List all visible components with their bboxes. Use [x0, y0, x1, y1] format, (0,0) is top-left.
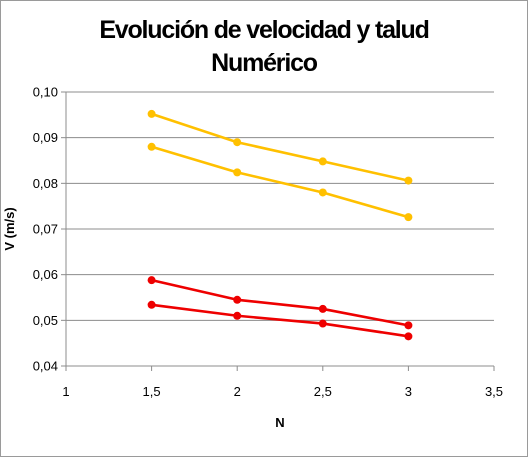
data-point-s3-3 — [404, 332, 413, 341]
series-group — [147, 109, 413, 341]
x-tick-label-2: 2 — [234, 384, 241, 399]
data-point-s1-3 — [404, 213, 413, 222]
y-tick-label-5: 0,09 — [33, 130, 58, 145]
y-tick-label-4: 0,08 — [33, 176, 58, 191]
data-point-s0-0 — [147, 109, 156, 118]
y-tick-label-1: 0,05 — [33, 313, 58, 328]
series-line-3 — [150, 303, 410, 338]
data-point-s3-1 — [233, 311, 242, 320]
data-point-s1-1 — [233, 168, 242, 177]
data-point-s2-3 — [404, 321, 413, 330]
data-point-s0-1 — [233, 138, 242, 147]
y-tick-label-0: 0,04 — [33, 359, 58, 374]
gridlines — [66, 91, 494, 367]
x-axis-label: N — [275, 415, 284, 430]
data-point-s2-1 — [233, 295, 242, 304]
data-point-s1-2 — [318, 188, 327, 197]
y-tick-label-3: 0,07 — [33, 222, 58, 237]
data-point-s0-2 — [318, 157, 327, 166]
data-point-s3-2 — [318, 319, 327, 328]
data-point-s0-3 — [404, 176, 413, 185]
y-tick-label-6: 0,10 — [33, 85, 58, 100]
data-point-s3-0 — [147, 300, 156, 309]
axes — [61, 91, 495, 371]
x-tick-label-4: 3 — [405, 384, 412, 399]
data-point-s2-0 — [147, 276, 156, 285]
series-line-0 — [150, 112, 410, 182]
x-tick-label-0: 1 — [62, 384, 69, 399]
chart-title: Evolución de velocidad y talud Numérico — [0, 14, 528, 80]
y-tick-label-2: 0,06 — [33, 267, 58, 282]
series-line-1 — [150, 145, 410, 219]
data-point-s2-2 — [318, 304, 327, 313]
x-tick-label-5: 3,5 — [485, 384, 503, 399]
data-point-s1-0 — [147, 142, 156, 151]
x-tick-label-3: 2,5 — [314, 384, 332, 399]
tick-labels: 0,04 0,05 0,06 0,07 0,08 0,09 0,10 1 1,5 2 2,5 3 3,5 — [33, 85, 503, 400]
y-axis-label: V (m/s) — [2, 207, 17, 250]
chart-title-line-2: Numérico — [211, 49, 318, 77]
series-line-2 — [150, 278, 410, 327]
x-tick-label-1: 1,5 — [143, 384, 161, 399]
chart-title-line-1: Evolución de velocidad y talud — [99, 16, 430, 44]
